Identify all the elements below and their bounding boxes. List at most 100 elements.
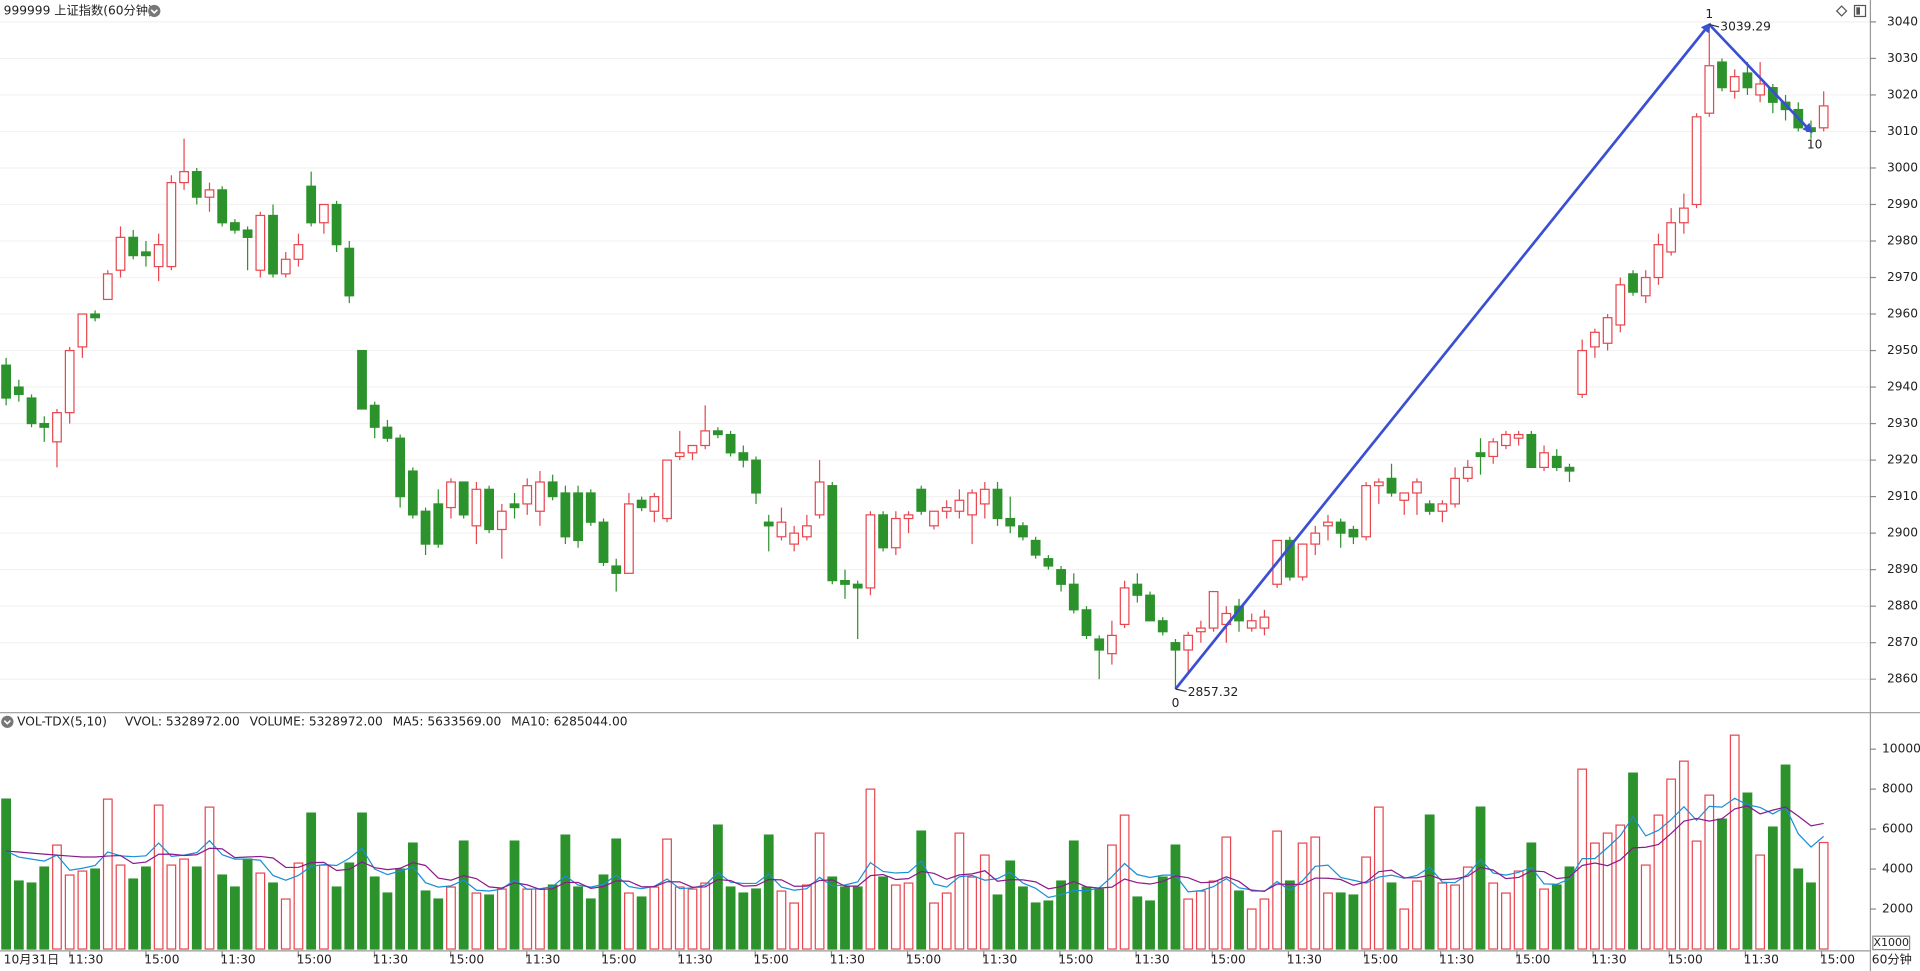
candle-body [1412, 481, 1422, 494]
volume-bar [1729, 734, 1740, 950]
candle-body [1818, 105, 1829, 129]
volume-bar [1119, 814, 1130, 950]
volume-bar [26, 882, 37, 950]
title-menu[interactable] [148, 4, 161, 18]
volume-bar [687, 888, 698, 950]
unit-label: X1000 [1873, 936, 1909, 949]
candle-body [624, 503, 634, 574]
volume-bar [1246, 908, 1257, 950]
volume-bar [1742, 792, 1753, 950]
volume-bar [13, 880, 24, 950]
candle-body [1488, 441, 1499, 458]
candle-body [1361, 485, 1372, 538]
candle-body [217, 189, 228, 224]
volume-bar [141, 866, 151, 950]
candle-body [90, 313, 100, 319]
volume-bar [1755, 854, 1766, 950]
chart-title: 999999 上证指数(60分钟) [4, 3, 153, 18]
candle-body [357, 349, 367, 410]
candle-body [560, 492, 571, 538]
volume-bar [496, 888, 507, 950]
volume-bar [662, 838, 672, 950]
volume-bar [191, 866, 202, 950]
unit-box [1872, 935, 1911, 951]
icon-panel[interactable] [1853, 4, 1867, 18]
candle-body [1030, 539, 1041, 556]
volume-bar [1195, 890, 1206, 950]
volume-bar [52, 844, 62, 950]
volume-bar [1780, 764, 1791, 950]
volume-bar [407, 842, 418, 950]
candle-body [1653, 244, 1664, 279]
volume-bar [420, 890, 431, 950]
candle-body [1005, 517, 1016, 527]
candle-body [1107, 634, 1117, 655]
volume-bar [318, 864, 329, 950]
candle-body [77, 313, 88, 348]
volume-bar [77, 870, 88, 950]
volume-bar [1462, 866, 1473, 950]
volume-bar [967, 876, 977, 950]
y-tick-label: 4000 [1882, 862, 1913, 876]
y-tick-label: 2930 [1887, 416, 1918, 430]
y-tick-label: 2950 [1887, 343, 1918, 357]
volume-bar [649, 886, 660, 950]
volume-bar [992, 894, 1003, 950]
y-tick-label: 2980 [1887, 234, 1918, 248]
volume-bar [280, 898, 291, 950]
volume-bar [1399, 908, 1410, 950]
candle-body [1284, 539, 1295, 578]
volume-bar [1615, 824, 1626, 950]
candle-body [1132, 583, 1143, 596]
volume-bar [204, 806, 215, 950]
candle-body [1602, 317, 1613, 344]
candle-body [1068, 583, 1079, 611]
candle-body [1691, 116, 1702, 206]
volume-bar [1551, 884, 1562, 950]
candle-body [1208, 590, 1219, 629]
x-tick-label: 15:00 [601, 953, 636, 967]
candle-body [687, 444, 698, 454]
candle-body [1348, 528, 1359, 538]
volume-bar [1513, 870, 1524, 950]
wave-price: 2857.32 [1188, 685, 1239, 699]
volume-bar [64, 874, 75, 950]
candle-body [547, 481, 558, 498]
volume-bar [1208, 880, 1219, 950]
volume-bar [624, 892, 634, 950]
volume-bar [1170, 844, 1181, 950]
candle-body [712, 430, 723, 436]
x-tick-label: 11:30 [1439, 953, 1474, 967]
candle-body [1590, 331, 1600, 348]
candle-body [293, 244, 304, 260]
x-tick-label: 11:30 [1744, 953, 1779, 967]
candle-body [1386, 477, 1397, 494]
candle-body [1323, 521, 1333, 527]
y-tick-label: 10000 [1882, 742, 1920, 756]
volume-bar [1132, 896, 1143, 950]
candle-body [1157, 620, 1168, 633]
volume-bar [611, 838, 622, 950]
volume-bar [255, 872, 266, 950]
candle-body [230, 222, 240, 231]
volume-bar [369, 876, 380, 950]
volume-bar [789, 902, 800, 950]
volume-bar [840, 886, 850, 950]
candle-body [662, 459, 672, 520]
volume-bar [1234, 890, 1244, 950]
volume-bar [230, 886, 240, 950]
candle-body [382, 426, 393, 439]
volume-menu[interactable] [1, 715, 14, 728]
volume-bar [509, 840, 520, 950]
volume-bar [801, 884, 812, 950]
volume-bar [1717, 818, 1727, 950]
volume-bar [1259, 898, 1270, 950]
candle-body [446, 481, 456, 509]
candle-body [484, 488, 495, 531]
candle-body [1335, 521, 1346, 534]
icon-diamond[interactable] [1835, 5, 1848, 17]
candle-body [204, 189, 215, 198]
volume-bar [90, 868, 100, 950]
volume-bar [1806, 882, 1816, 950]
volume-bar [306, 812, 317, 950]
